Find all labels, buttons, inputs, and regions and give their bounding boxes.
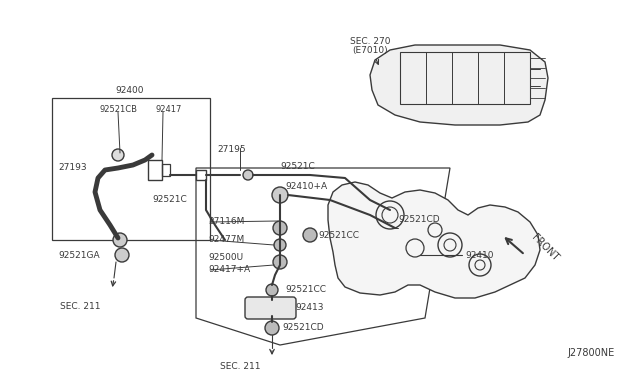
Circle shape <box>272 187 288 203</box>
Text: 92410+A: 92410+A <box>285 182 327 191</box>
Text: 92413: 92413 <box>295 304 323 312</box>
Text: 92417: 92417 <box>155 105 181 114</box>
FancyBboxPatch shape <box>245 297 296 319</box>
Bar <box>52 98 210 240</box>
Text: 27116M: 27116M <box>208 218 244 227</box>
Text: (E7010): (E7010) <box>352 46 388 55</box>
Bar <box>400 52 530 104</box>
Text: 27193: 27193 <box>58 164 86 173</box>
Text: 92410: 92410 <box>465 250 493 260</box>
Text: 92521CC: 92521CC <box>318 231 359 240</box>
Text: J27800NE: J27800NE <box>568 348 615 358</box>
Polygon shape <box>328 182 540 298</box>
Circle shape <box>303 228 317 242</box>
Text: 92521GA: 92521GA <box>58 250 100 260</box>
Text: 92521CC: 92521CC <box>285 285 326 295</box>
Bar <box>148 160 162 180</box>
Text: 92521CD: 92521CD <box>398 215 440 224</box>
Bar <box>162 164 170 176</box>
Text: SEC. 211: SEC. 211 <box>60 302 100 311</box>
Circle shape <box>273 221 287 235</box>
Bar <box>196 170 206 180</box>
Text: 92477M: 92477M <box>208 235 244 244</box>
Circle shape <box>266 284 278 296</box>
Circle shape <box>112 149 124 161</box>
Text: 92521CB: 92521CB <box>100 105 138 114</box>
Circle shape <box>113 233 127 247</box>
Circle shape <box>243 170 253 180</box>
Circle shape <box>273 255 287 269</box>
Text: 92400: 92400 <box>116 86 144 95</box>
Circle shape <box>265 321 279 335</box>
Text: 92417+A: 92417+A <box>208 266 250 275</box>
Text: 92521C: 92521C <box>280 162 315 171</box>
Text: 92521C: 92521C <box>152 195 187 204</box>
Text: 27195: 27195 <box>218 145 246 154</box>
Text: FRONT: FRONT <box>530 232 561 263</box>
Text: 92521CD: 92521CD <box>282 324 324 333</box>
Text: SEC. 270: SEC. 270 <box>349 37 390 46</box>
Text: SEC. 211: SEC. 211 <box>220 362 260 371</box>
Circle shape <box>115 248 129 262</box>
Circle shape <box>274 239 286 251</box>
Polygon shape <box>370 45 548 125</box>
Text: 92500U: 92500U <box>208 253 243 263</box>
